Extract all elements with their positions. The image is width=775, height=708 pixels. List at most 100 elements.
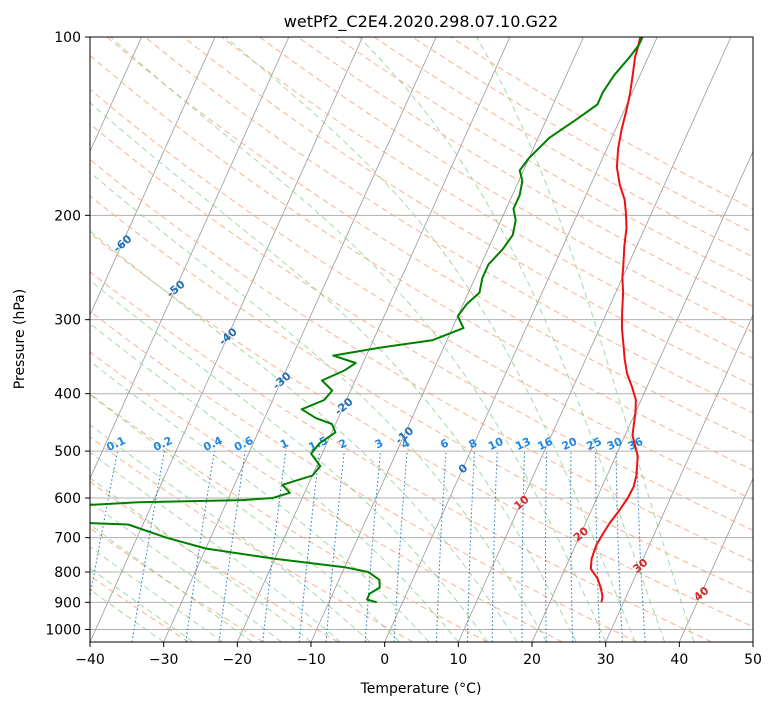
plot-area: 0.10.20.40.611.52346810131620253036-100-…: [5, 37, 753, 642]
mixing-ratio-label: 1: [278, 436, 290, 451]
dry-adiabat-label: 40: [691, 584, 711, 604]
dry-adiabat: [90, 481, 339, 642]
x-tick-label: 40: [670, 652, 688, 668]
isotherm-gridline: [90, 37, 290, 480]
dry-adiabat: [221, 37, 753, 360]
mixing-ratio-label: 13: [513, 435, 532, 453]
x-tick-label: −10: [296, 652, 326, 668]
dry-adiabat: [90, 232, 753, 628]
moist-adiabat: [90, 501, 282, 642]
y-tick-label: 700: [54, 531, 81, 547]
mixing-ratio-line: [435, 451, 447, 642]
moist-adiabat: [90, 546, 223, 642]
dry-adiabat: [297, 37, 753, 308]
y-tick-label: 100: [54, 30, 81, 46]
moist-adiabat: [90, 102, 577, 642]
y-tick-label: 500: [54, 444, 81, 460]
dry-adiabat: [90, 195, 753, 595]
moist-adiabat: [90, 424, 371, 642]
mixing-ratio-line: [545, 451, 548, 642]
moist-adiabat: [90, 230, 518, 642]
plot-frame: [89, 36, 754, 643]
x-axis: −40 −30 −20 −10 0 10 20 30 40 50: [75, 642, 762, 668]
isotherm-gridline: [236, 37, 511, 642]
moist-adiabat: [90, 279, 489, 642]
y-axis: 100 200 300 400 500 600 700 800 900 1000: [45, 30, 90, 638]
mixing-ratio-label: 8: [467, 436, 479, 451]
moist-adiabat: [90, 393, 400, 642]
dry-adiabat: [90, 88, 753, 501]
isotherm-gridline: [531, 150, 753, 642]
mixing-ratio-line: [262, 451, 287, 642]
dry-adiabat: [106, 37, 753, 442]
isotherm-gridline: [90, 37, 142, 153]
dry-adiabat: [182, 37, 753, 386]
y-tick-label: 800: [54, 565, 81, 581]
dry-adiabat-label: 30: [630, 556, 650, 576]
moist-adiabat: [476, 37, 695, 642]
chart-title: wetPf2_C2E4.2020.298.07.10.G22: [284, 12, 558, 32]
dry-adiabat: [90, 310, 638, 642]
y-axis-label: Pressure (hPa): [12, 289, 28, 389]
dry-adiabat-label: -80: [5, 140, 29, 163]
dewpoint-profile: [90, 37, 644, 604]
dry-adiabat: [144, 37, 753, 414]
dry-adiabat: [90, 351, 563, 642]
dry-adiabat-label: -50: [164, 277, 188, 300]
moist-adiabat: [90, 567, 194, 642]
isotherm-gridline: [163, 37, 437, 642]
x-tick-label: 10: [449, 652, 467, 668]
isotherm-gridline: [310, 37, 584, 642]
mixing-ratio-line: [570, 451, 574, 642]
moist-adiabat: [110, 37, 607, 642]
x-tick-label: 20: [523, 652, 541, 668]
isotherm-gridline: [384, 37, 658, 642]
moist-adiabat: [90, 322, 459, 642]
dry-adiabat: [90, 527, 264, 642]
y-tick-label: 400: [54, 387, 81, 403]
moist-adiabat: [90, 477, 312, 642]
dry-adiabat: [90, 436, 414, 642]
x-tick-label: 0: [380, 652, 389, 668]
moist-adiabat: [225, 37, 636, 642]
dry-adiabat: [90, 158, 753, 563]
isotherm-gridline: [90, 37, 216, 316]
mixing-ratio-line: [325, 451, 345, 642]
mixing-ratio-line: [90, 451, 118, 600]
mixing-ratio-line: [131, 451, 165, 642]
moist-adiabat: [90, 360, 430, 642]
mixing-ratio-label: 16: [536, 435, 556, 453]
x-tick-label: −20: [223, 652, 253, 668]
mixing-ratio-label: 30: [605, 435, 625, 453]
dry-adiabat-label: 0: [456, 461, 471, 476]
mixing-ratio-label: 10: [486, 435, 506, 453]
mixing-ratio-label: 6: [438, 436, 451, 451]
mixing-ratio-label: 25: [584, 435, 603, 453]
x-tick-label: −30: [149, 652, 179, 668]
moist-adiabat: [90, 588, 164, 642]
mixing-ratio-line: [636, 451, 646, 642]
y-tick-label: 1000: [45, 622, 81, 638]
isotherm-gridline: [678, 477, 753, 642]
x-tick-label: 50: [744, 652, 762, 668]
mixing-ratio-line: [393, 451, 408, 642]
dry-adiabat-label: -70: [58, 187, 82, 210]
mixing-ratio-label: 20: [560, 435, 580, 453]
dry-adiabat-label: -20: [332, 395, 356, 418]
x-axis-label: Temperature (°C): [360, 681, 482, 697]
isotherm-gridline: [457, 37, 732, 642]
y-tick-label: 300: [54, 313, 81, 329]
isotherm-gridline: [752, 641, 753, 642]
moist-adiabat: [358, 37, 666, 642]
x-tick-label: −40: [75, 652, 105, 668]
y-tick-label: 900: [54, 595, 81, 611]
mixing-ratio-line: [615, 451, 623, 642]
dry-adiabat-label: -40: [216, 325, 240, 348]
isotherm-gridline: [90, 37, 363, 642]
dry-adiabat: [90, 123, 753, 531]
dry-adiabat: [335, 37, 753, 282]
moist-adiabat: [90, 171, 548, 642]
dry-adiabat: [90, 393, 488, 642]
y-tick-label: 200: [54, 208, 81, 224]
